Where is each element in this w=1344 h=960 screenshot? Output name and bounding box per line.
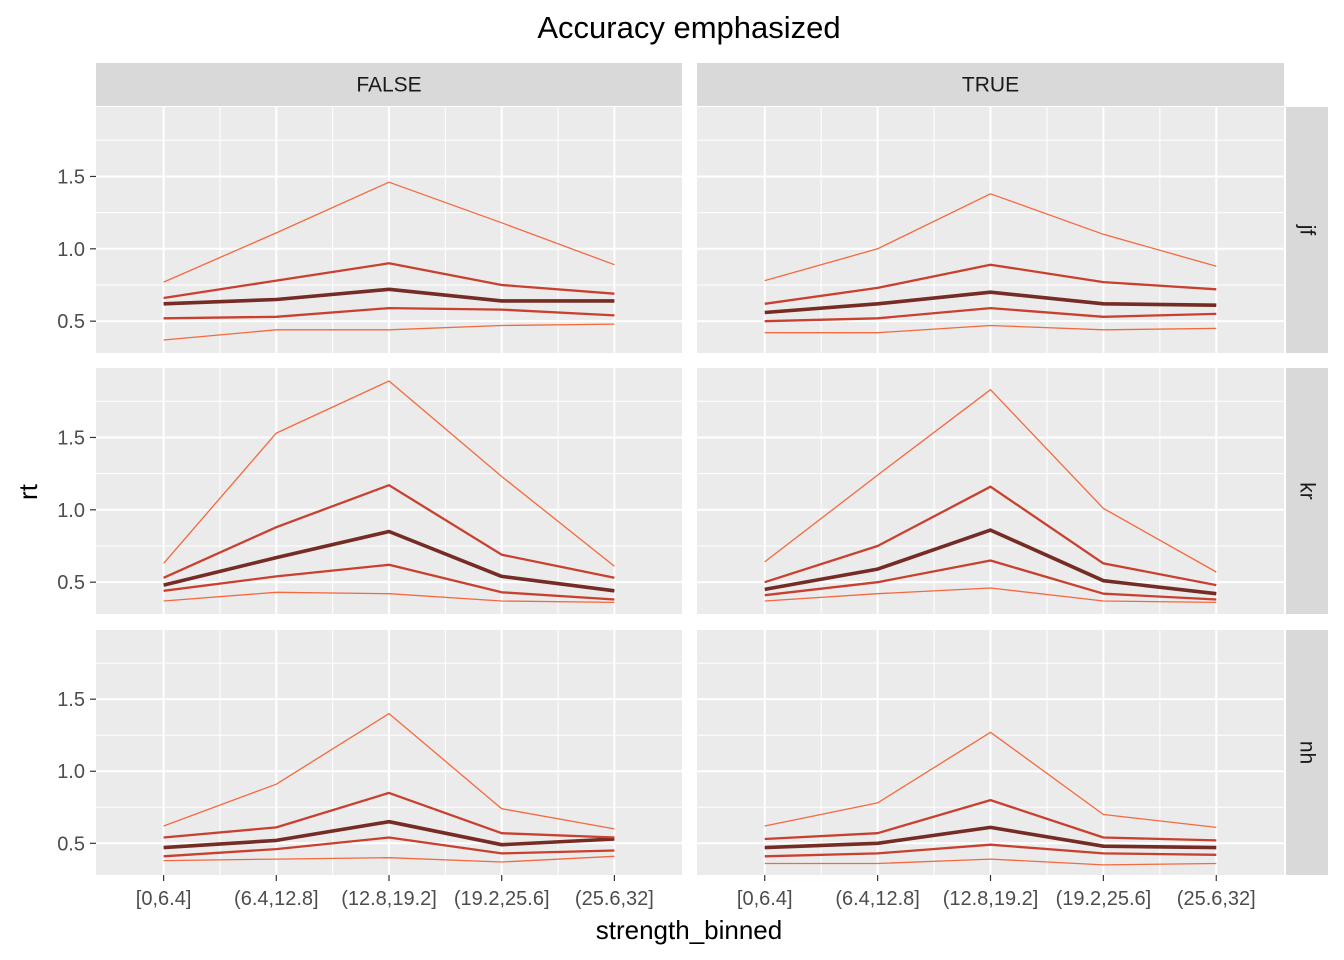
facet-strip-label: jf — [1296, 224, 1319, 236]
series-line-false-nh-2 — [163, 836, 615, 858]
facet-strip-label: nh — [1296, 741, 1319, 764]
series-line-true-jf-1 — [764, 324, 1217, 334]
x-tick-label: (25.6,32] — [1177, 888, 1256, 910]
series-line-true-kr-5 — [764, 389, 1217, 573]
series-line-false-jf-4 — [163, 262, 615, 300]
y-tick-label: 0.5 — [57, 311, 85, 333]
x-tick-label: (19.2,25.6] — [454, 888, 550, 910]
y-tick-label: 1.0 — [57, 239, 85, 261]
series-line-true-nh-2 — [764, 843, 1217, 858]
series-line-true-jf-4 — [764, 263, 1217, 305]
facet-strip-top — [96, 63, 682, 106]
y-tick-label: 1.5 — [57, 166, 85, 188]
x-tick-label: (6.4,12.8] — [835, 888, 920, 910]
facet-strip-label: TRUE — [962, 74, 1019, 97]
y-tick-label: 1.5 — [57, 689, 85, 711]
x-tick-label: (6.4,12.8] — [234, 888, 319, 910]
series-line-true-kr-2 — [764, 559, 1217, 601]
series-line-false-jf-5 — [163, 181, 615, 283]
series-line-true-jf-3 — [764, 290, 1217, 315]
plot-area: FALSE TRUE jf kr nh 0.5 1.0 1.5 0.5 1.0 1.5 0.5 1.0 1… — [57, 63, 1328, 910]
y-tick-label: 0.5 — [57, 833, 85, 855]
y-axis-title: rt — [13, 483, 43, 500]
x-tick-label: [0,6.4] — [737, 888, 793, 910]
series-line-false-nh-3 — [163, 819, 615, 850]
x-tick-label: (12.8,19.2] — [341, 888, 437, 910]
series-line-false-kr-5 — [163, 380, 615, 567]
facet-strip-right — [1286, 368, 1328, 614]
series-line-false-nh-5 — [163, 712, 615, 830]
series-line-false-nh-1 — [163, 855, 615, 863]
x-tick-label: [0,6.4] — [136, 888, 192, 910]
series-line-false-jf-3 — [163, 287, 615, 306]
chart-title: Accuracy emphasized — [537, 10, 840, 45]
x-tick-label: (12.8,19.2] — [943, 888, 1039, 910]
series-line-false-jf-1 — [163, 323, 615, 341]
series-line-true-nh-5 — [764, 731, 1217, 829]
facet-strip-label: kr — [1296, 482, 1319, 500]
series-line-true-jf-5 — [764, 193, 1217, 282]
y-tick-label: 0.5 — [57, 572, 85, 594]
y-tick-label: 1.0 — [57, 500, 85, 522]
series-line-false-kr-2 — [163, 563, 615, 601]
series-line-true-kr-3 — [764, 528, 1217, 596]
series-line-true-nh-4 — [764, 798, 1217, 842]
series-line-false-kr-1 — [163, 591, 615, 604]
series-line-false-jf-2 — [163, 306, 615, 320]
x-tick-label: (19.2,25.6] — [1056, 888, 1152, 910]
series-line-false-kr-4 — [163, 484, 615, 579]
series-line-false-nh-4 — [163, 791, 615, 839]
x-axis-title: strength_binned — [596, 915, 782, 945]
y-tick-label: 1.0 — [57, 761, 85, 783]
x-tick-label: (25.6,32] — [575, 888, 654, 910]
facet-strip-top — [697, 63, 1284, 106]
facet-strip-right — [1286, 107, 1328, 353]
series-line-true-nh-3 — [764, 825, 1217, 850]
series-line-true-kr-1 — [764, 587, 1217, 604]
facet-strip-label: FALSE — [356, 74, 421, 97]
series-line-true-jf-2 — [764, 306, 1217, 323]
series-line-true-nh-1 — [764, 858, 1217, 866]
y-tick-label: 1.5 — [57, 427, 85, 449]
series-line-true-kr-4 — [764, 485, 1217, 587]
facet-strip-right — [1286, 630, 1328, 875]
series-line-false-kr-3 — [163, 529, 615, 593]
